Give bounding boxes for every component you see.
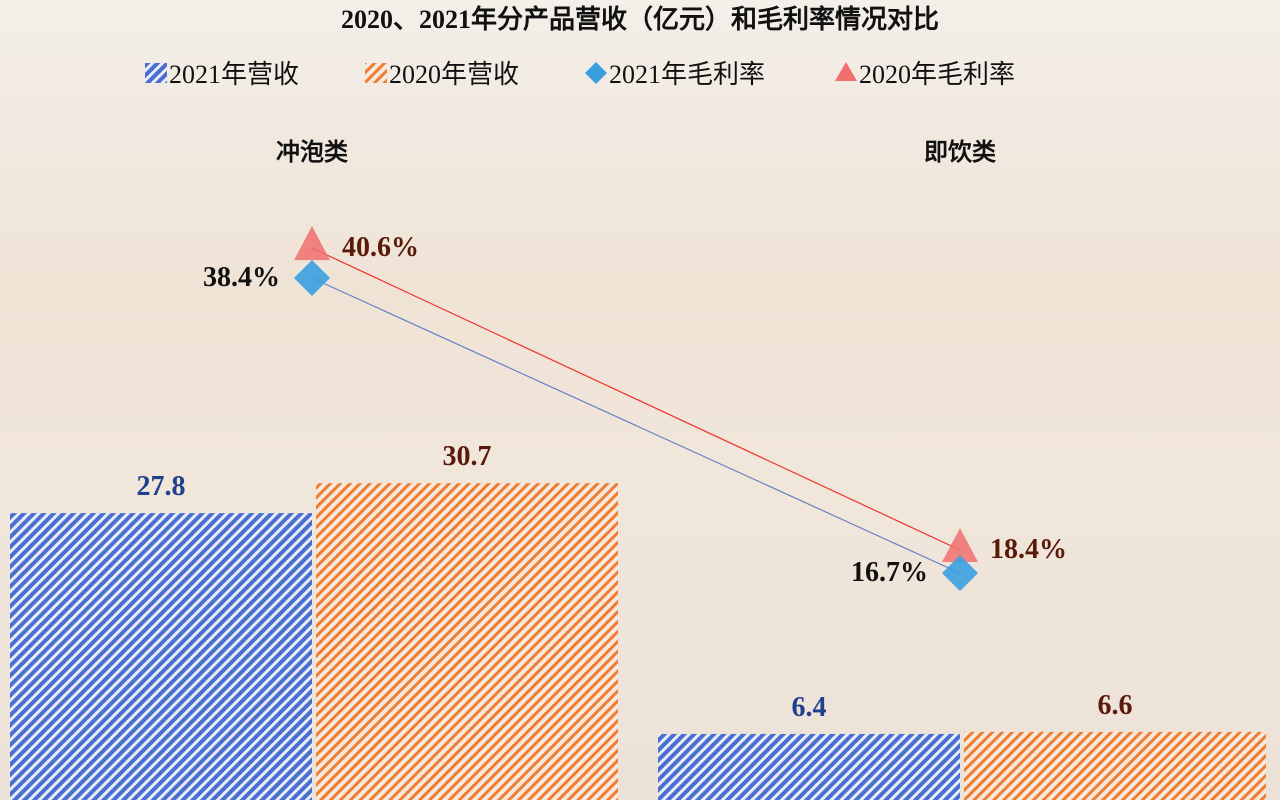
- triangle-marker: [942, 528, 978, 562]
- rate-label: 18.4%: [990, 534, 1067, 565]
- legend-diamond-icon: [585, 62, 607, 84]
- bar-2020年营收-即饮类: [964, 731, 1266, 800]
- bar-value-label: 27.8: [137, 471, 186, 502]
- lines: [294, 226, 978, 592]
- bar-2021年营收-即饮类: [658, 733, 960, 800]
- bar-value-label: 6.4: [792, 692, 827, 723]
- rate-label: 38.4%: [203, 262, 280, 293]
- bars: [10, 483, 1266, 800]
- labels: 冲泡类 即饮类 27.8 6.4 30.7 6.6 40.6% 18.4% 38.4% 16.7%: [137, 138, 1133, 723]
- line-2020年毛利率: [311, 247, 961, 551]
- legend-label: 2021年营收: [169, 60, 299, 89]
- bar-value-label: 30.7: [443, 441, 492, 472]
- chart-title: 2020、2021年分产品营收（亿元）和毛利率情况对比: [341, 4, 939, 34]
- rate-label: 16.7%: [851, 557, 928, 588]
- category-label: 即饮类: [924, 139, 997, 166]
- legend-label: 2021年毛利率: [609, 60, 765, 89]
- bar-2021年营收-冲泡类: [10, 513, 312, 800]
- legend: 2021年营收 2020年营收 2021年毛利率 2020年毛利率: [145, 60, 1015, 89]
- legend-triangle-icon: [835, 62, 857, 81]
- triangle-marker: [294, 226, 330, 261]
- legend-label: 2020年毛利率: [859, 60, 1015, 89]
- bar-value-label: 6.6: [1098, 690, 1133, 721]
- category-label: 冲泡类: [276, 138, 349, 166]
- line-2021年毛利率: [311, 277, 961, 574]
- rate-label: 40.6%: [342, 232, 419, 263]
- legend-label: 2020年营收: [389, 60, 519, 89]
- legend-swatch: [145, 63, 167, 83]
- diamond-marker: [294, 260, 330, 296]
- legend-swatch: [365, 63, 387, 83]
- diamond-marker: [942, 555, 978, 592]
- bar-2020年营收-冲泡类: [316, 483, 618, 800]
